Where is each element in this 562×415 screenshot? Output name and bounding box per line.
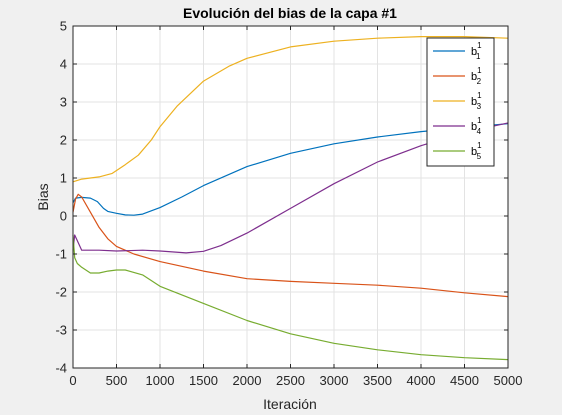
series-line-b4: [72, 122, 509, 254]
legend-label-b4: b1 4: [471, 116, 482, 136]
x-tick-label: 4500: [450, 373, 479, 388]
y-tick-label: 5: [60, 19, 67, 34]
y-axis-label: Bias: [35, 183, 51, 210]
x-tick-label: 500: [106, 373, 128, 388]
x-tick-label: 5000: [494, 373, 523, 388]
x-tick-label: 3500: [363, 373, 392, 388]
chart-title: Evolución del bias de la capa #1: [183, 5, 397, 21]
y-tick-label: -2: [55, 285, 67, 300]
legend-label-b2: b1 2: [471, 66, 482, 86]
x-tick-label: 1000: [146, 373, 175, 388]
x-tick-label: 3000: [320, 373, 349, 388]
x-tick-label: 2500: [276, 373, 305, 388]
x-tick-label: 1500: [189, 373, 218, 388]
y-tick-label: 2: [60, 133, 67, 148]
x-tick-label: 0: [69, 373, 76, 388]
y-tick-label: 1: [60, 171, 67, 186]
y-tick-label: -4: [55, 361, 67, 376]
x-tick-label: 4000: [407, 373, 436, 388]
x-tick-label: 2000: [233, 373, 262, 388]
series-line-b1: [72, 123, 509, 216]
y-tick-label: 4: [60, 57, 67, 72]
legend-box: [426, 37, 495, 167]
legend-label-b5: b1 5: [471, 141, 482, 161]
ticks: 0 500 1000 1500 2000 2500 3000 3500 4000 4500 5000…: [55, 19, 522, 389]
series-line-b5: [72, 234, 509, 361]
series-line-b2: [72, 193, 509, 298]
y-tick-label: 0: [60, 209, 67, 224]
legend-label-b3: b1 3: [471, 91, 482, 111]
series-line-b3: [72, 36, 509, 183]
series-layer: [72, 36, 509, 361]
y-tick-label: -3: [55, 323, 67, 338]
legend[interactable]: b1 1 b1 2 b1 3 b1 4 b1 5: [426, 37, 495, 167]
legend-label-b1: b1 1: [471, 41, 482, 61]
y-tick-label: -1: [55, 247, 67, 262]
x-axis-label: Iteración: [263, 396, 317, 412]
y-tick-label: 3: [60, 95, 67, 110]
